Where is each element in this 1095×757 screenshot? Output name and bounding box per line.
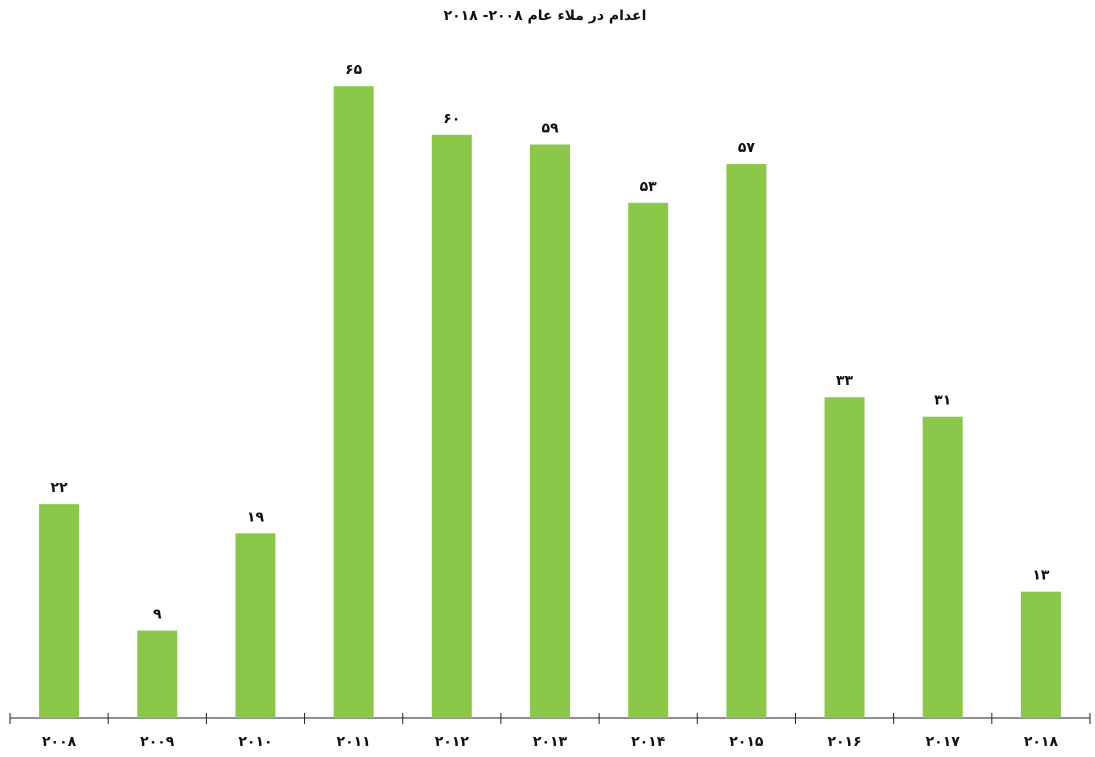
x-tick-label: ۲۰۰۹ [140,734,175,750]
bar [530,144,570,718]
x-tick-label: ۲۰۱۲ [435,734,470,750]
bar [431,134,472,719]
data-label: ۵۷ [738,140,756,156]
data-label: ۵۹ [541,121,559,137]
bar [333,86,374,718]
bar [824,397,865,718]
bar [922,416,963,718]
bar [628,202,669,719]
data-label: ۲۲ [51,480,69,496]
data-label: ۳۳ [836,373,854,389]
x-tick-label: ۲۰۱۵ [729,734,764,750]
x-tick-label: ۲۰۰۸ [42,734,77,750]
bar [235,533,276,718]
data-label: ۵۳ [640,179,658,195]
x-tick-label: ۲۰۱۰ [238,734,272,750]
bar [726,163,767,718]
x-tick-label: ۲۰۱۴ [631,734,666,750]
x-tick-label: ۲۰۱۳ [533,734,568,750]
data-label: ۱۳ [1032,568,1050,584]
bar [137,630,178,718]
x-tick-label: ۲۰۱۷ [926,734,961,750]
bar [1020,591,1061,718]
data-label: ۹ [153,607,162,623]
chart-title: اعدام در ملاء عام ۲۰۰۸- ۲۰۱۸ [444,8,647,24]
x-tick-label: ۲۰۱۶ [827,734,861,750]
x-tick-label: ۲۰۱۸ [1024,734,1059,750]
data-label: ۱۹ [247,509,265,525]
data-label: ۶۰ [443,111,460,127]
bar [39,504,80,718]
data-label: ۶۵ [345,62,363,78]
x-tick-label: ۲۰۱۱ [337,734,371,750]
data-label: ۳۱ [934,393,951,409]
